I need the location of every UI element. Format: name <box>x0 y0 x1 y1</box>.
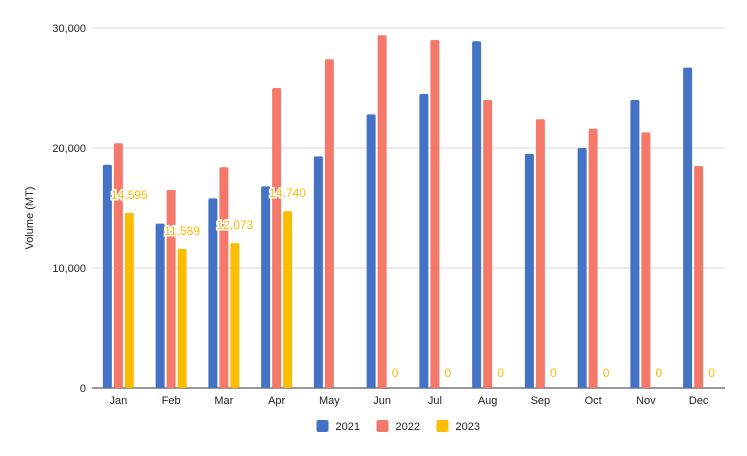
bar-2022-apr <box>272 88 282 388</box>
bar-2022-aug <box>483 100 493 388</box>
bar-2021-jul <box>419 94 429 388</box>
legend-swatch-2022 <box>376 420 389 432</box>
bar-2022-feb <box>166 190 176 388</box>
data-labels: 14,595 11,589 12,073 14,740 0 0 0 0 0 0 0 <box>110 185 716 380</box>
data-label-2023-aug: 0 <box>497 366 504 380</box>
x-tick-label: Feb <box>162 395 181 407</box>
legend-swatch-2021 <box>316 420 329 432</box>
bar-2022-oct <box>588 128 598 389</box>
bar-2023-mar <box>230 243 240 388</box>
x-tick-label: Jun <box>373 395 391 407</box>
bar-2021-jun <box>366 114 376 389</box>
x-tick-label: Jul <box>428 395 442 407</box>
x-tick-label: Jan <box>110 395 128 407</box>
bar-2021-sep <box>524 154 534 388</box>
bar-2021-jan <box>102 164 112 388</box>
bar-2023-apr <box>283 211 293 388</box>
bars <box>102 35 704 389</box>
bar-2021-aug <box>472 41 482 388</box>
legend-label-2021: 2021 <box>336 421 360 433</box>
legend: 2021 2022 2023 <box>316 420 480 433</box>
data-label-2023-apr: 14,740 <box>269 186 306 200</box>
x-tick-label: Aug <box>478 395 498 407</box>
x-tick-label: Apr <box>268 395 285 407</box>
bar-2023-feb <box>177 248 187 388</box>
bar-2021-nov <box>630 100 640 388</box>
bar-2022-jan <box>113 143 123 388</box>
x-tick-label: Nov <box>636 395 656 407</box>
bar-2021-mar <box>208 198 218 388</box>
x-tick-label: Oct <box>585 395 602 407</box>
data-label-2023-nov: 0 <box>656 366 663 380</box>
data-label-2023-feb: 11,589 <box>164 224 200 238</box>
data-label-2023-mar: 12,073 <box>217 218 254 232</box>
data-label-2023-dec: 0 <box>708 366 715 380</box>
x-tick-label: Sep <box>531 395 551 407</box>
bar-2021-apr <box>261 186 271 388</box>
data-label-2023-jun: 0 <box>392 366 399 380</box>
x-tick-label: Mar <box>214 395 233 407</box>
y-tick-label: 0 <box>80 383 86 395</box>
y-tick-label: 20,000 <box>52 143 86 155</box>
bar-2022-may <box>324 59 334 388</box>
x-tick-label: May <box>319 395 340 407</box>
legend-label-2023: 2023 <box>456 421 480 433</box>
bar-2022-jul <box>430 40 440 388</box>
gridlines <box>92 27 725 389</box>
bar-2021-may <box>313 156 323 388</box>
bar-2022-jun <box>377 35 387 388</box>
legend-swatch-2023 <box>436 420 449 432</box>
bar-2022-sep <box>535 119 545 388</box>
data-label-2023-jan: 14,595 <box>111 188 148 202</box>
bar-2022-dec <box>694 166 704 388</box>
y-tick-label: 30,000 <box>52 23 86 35</box>
x-axis-ticks: Jan Feb Mar Apr May Jun Jul Aug Sep Oct Nov Dec <box>110 395 709 407</box>
data-label-2023-sep: 0 <box>550 366 557 380</box>
y-axis-ticks: 0 10,000 20,000 30,000 <box>52 23 86 395</box>
bar-2022-mar <box>219 167 229 388</box>
data-label-2023-jul: 0 <box>445 366 452 380</box>
bar-2021-feb <box>155 223 165 388</box>
bar-2021-dec <box>683 67 693 388</box>
bar-2022-nov <box>641 132 651 388</box>
bar-2021-oct <box>577 148 587 388</box>
y-axis-title: Volume (MT) <box>24 187 36 250</box>
data-label-2023-oct: 0 <box>603 366 610 380</box>
legend-label-2022: 2022 <box>396 421 420 433</box>
bar-2023-jan <box>124 212 134 388</box>
x-tick-label: Dec <box>689 395 709 407</box>
y-tick-label: 10,000 <box>52 263 86 275</box>
